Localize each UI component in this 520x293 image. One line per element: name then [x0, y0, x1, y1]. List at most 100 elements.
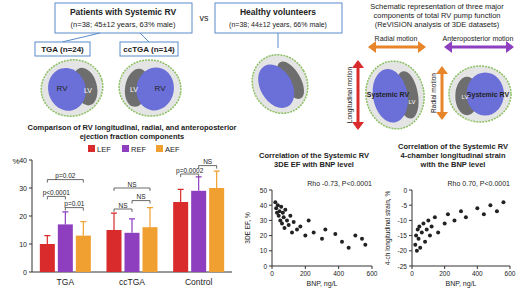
heart-shell: [115, 55, 186, 121]
point: [428, 234, 432, 238]
point: [421, 221, 425, 225]
point: [420, 231, 424, 235]
category-label: ccTGA: [119, 277, 145, 287]
point: [443, 221, 447, 225]
tick-label: 40: [19, 157, 27, 164]
annotation: p=0.02: [55, 172, 75, 180]
arrow: [370, 46, 424, 49]
label: (n=38; 45±12 years, 63% male): [71, 20, 176, 29]
point: [363, 243, 367, 247]
tick-label: 0: [263, 263, 267, 270]
heart-shell: [35, 53, 109, 123]
annotation: p=0.0002: [176, 167, 204, 175]
tick-label: 20: [260, 232, 268, 239]
arrow-head: [506, 41, 514, 53]
box: [35, 42, 90, 56]
tick-label: -25: [398, 263, 408, 270]
point: [353, 234, 357, 238]
annotation: NS: [203, 158, 213, 165]
tick: [338, 266, 339, 269]
arrow-head: [436, 112, 448, 120]
point: [283, 208, 287, 212]
rv-cavity: [133, 64, 177, 113]
points: [413, 200, 505, 253]
figure: Patients with Systemic RV (n=38; 45±12 ye…: [0, 0, 520, 293]
point: [333, 232, 337, 236]
label: components of total RV pump function: [373, 11, 500, 20]
heart-shell: [361, 56, 430, 133]
tick: [269, 220, 272, 221]
heart: [115, 55, 186, 121]
point: [501, 200, 505, 204]
point: [360, 237, 364, 241]
annotation: NS: [127, 181, 137, 188]
annotation: p<0.0001: [43, 189, 71, 197]
legend-label: REF: [131, 145, 146, 154]
title: 3DE EF with BNP level: [274, 160, 354, 169]
title: Correlation of the Systemic RV: [398, 142, 508, 151]
point: [279, 205, 283, 209]
bar: [107, 230, 122, 272]
box: [215, 3, 342, 33]
tick-label: 200: [439, 270, 450, 277]
arrow-head: [418, 41, 426, 53]
point: [475, 206, 479, 210]
title: ejection fraction components: [80, 132, 185, 141]
axis-title: 4-ch longitudinal strain, %: [384, 191, 392, 266]
tick-label: 10: [19, 241, 27, 248]
point: [482, 212, 486, 216]
box: [55, 3, 192, 33]
label: vs: [200, 13, 210, 23]
label: LV: [130, 86, 138, 93]
label: TGA (n=24): [41, 45, 84, 54]
points: [273, 200, 367, 250]
point: [413, 243, 417, 247]
error-bar: [111, 213, 117, 230]
bars: [40, 171, 224, 272]
rv-cavity: [251, 58, 302, 114]
point: [323, 228, 327, 232]
bar: [58, 224, 73, 272]
point: [292, 220, 296, 224]
arrow-head: [436, 66, 448, 74]
label: LV: [462, 94, 469, 100]
annotation: Rho -0.73, P<0.0001: [307, 180, 372, 187]
bar: [76, 236, 91, 272]
point: [295, 228, 299, 232]
point: [298, 224, 302, 228]
significance-bracket: [132, 201, 150, 204]
title: with the BNP level: [420, 160, 486, 169]
bar: [143, 227, 158, 272]
point: [283, 226, 287, 230]
point: [495, 209, 499, 213]
arrow: [441, 68, 444, 118]
bar: [40, 244, 55, 272]
point: [417, 237, 421, 241]
tick: [29, 188, 32, 189]
tick-label: 30: [19, 185, 27, 192]
point: [290, 231, 294, 235]
bar: [209, 188, 224, 272]
tick-label: -5: [401, 202, 407, 209]
label: LV: [409, 99, 416, 105]
tick: [272, 266, 273, 269]
point: [288, 214, 292, 218]
label: Healthy volunteers: [240, 7, 316, 17]
significance-bracket: [114, 188, 150, 191]
significance-bracket: [47, 196, 65, 199]
arrow-head: [352, 60, 364, 68]
y-axis: [412, 190, 413, 266]
point: [423, 240, 427, 244]
label: Longitudinal motion: [346, 66, 354, 123]
tick: [29, 160, 32, 161]
point: [280, 221, 284, 225]
point: [417, 224, 421, 228]
point: [459, 209, 463, 213]
heart-shell: [242, 45, 319, 124]
point: [488, 203, 492, 207]
y-axis: [272, 190, 273, 266]
tick-label: 600: [367, 270, 378, 277]
point: [464, 215, 468, 219]
annotation: NS: [136, 193, 146, 200]
label: Patients with Systemic RV: [70, 7, 176, 17]
